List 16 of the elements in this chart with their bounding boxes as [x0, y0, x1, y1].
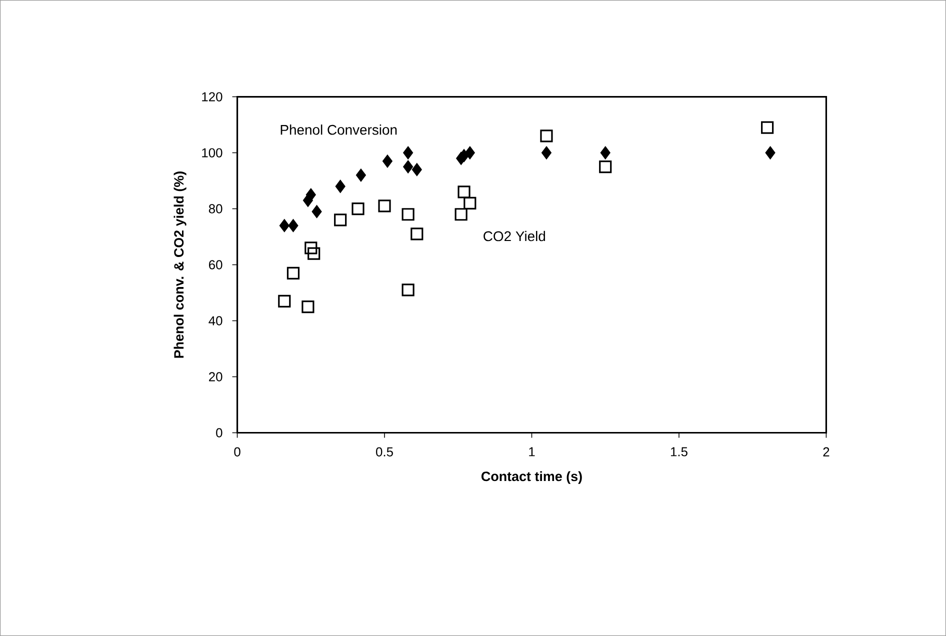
x-axis-title: Contact time (s) [481, 471, 582, 484]
y-tick-label: 40 [208, 316, 222, 326]
y-axis-title: Phenol conv. & CO2 yield (%) [174, 172, 186, 358]
y-tick-label: 100 [202, 148, 222, 158]
y-tick-label: 120 [202, 92, 222, 102]
series-label: CO2 Yield [484, 230, 546, 242]
x-tick-label: 0.5 [376, 447, 393, 456]
x-tick-label: 0 [234, 447, 240, 456]
y-tick-label: 0 [216, 428, 222, 438]
series-label: Phenol Conversion [280, 124, 397, 135]
y-tick-label: 80 [208, 204, 222, 214]
x-tick-label: 1 [529, 447, 535, 456]
y-tick-label: 60 [209, 260, 222, 270]
x-tick-label: 2 [823, 447, 830, 456]
y-tick-label: 20 [209, 372, 222, 382]
x-tick-label: 1.5 [670, 447, 688, 456]
